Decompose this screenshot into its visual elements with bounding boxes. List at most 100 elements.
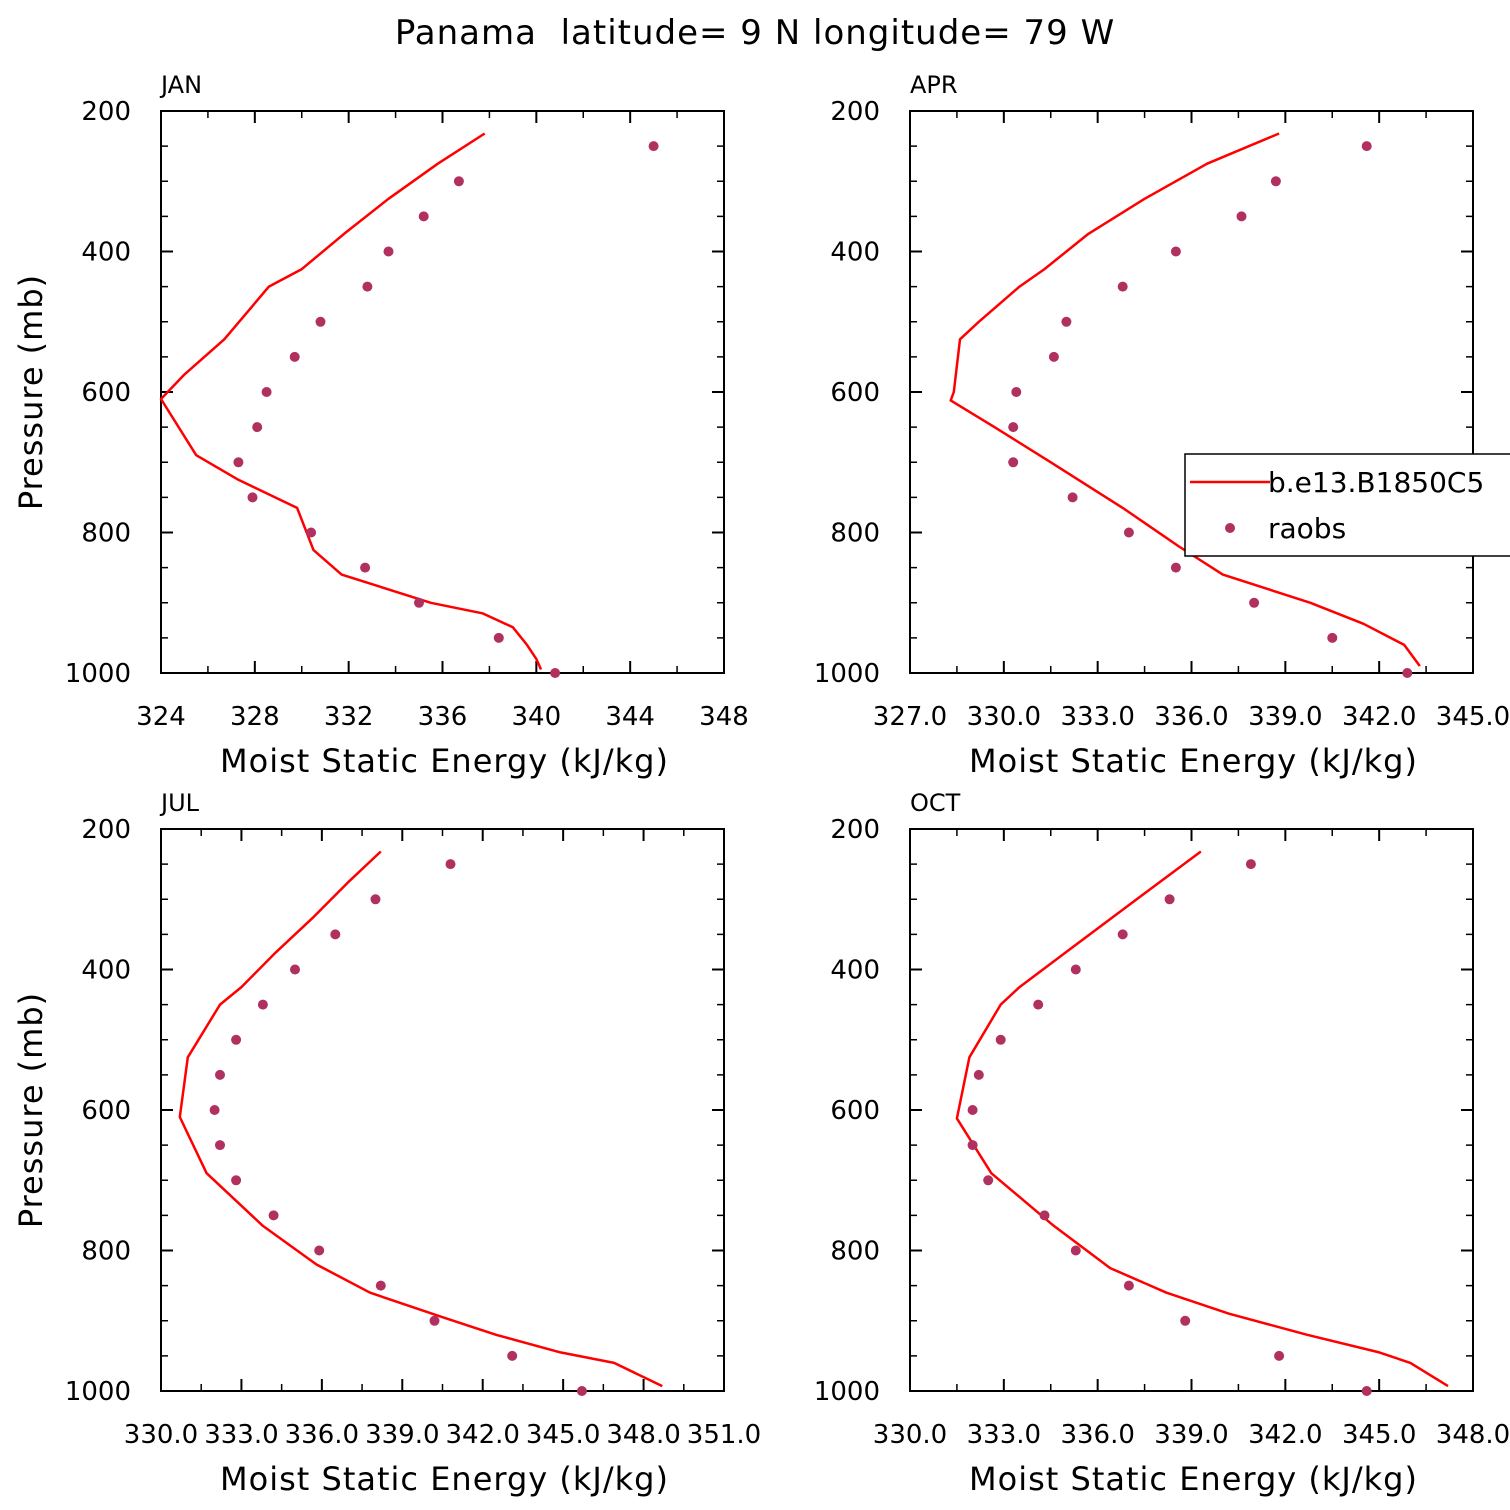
y-tick-label: 600 <box>830 1096 880 1126</box>
legend: b.e13.B1850C5 raobs <box>1184 453 1510 557</box>
x-tick-label: 339.0 <box>1248 702 1322 732</box>
x-tick-label: 330.0 <box>967 702 1041 732</box>
y-axis-label: Pressure (mb) <box>12 992 50 1228</box>
raobs-point <box>1164 894 1175 905</box>
plot-frame <box>909 110 1474 674</box>
raobs-point <box>268 1210 279 1221</box>
raobs-point <box>233 457 244 468</box>
y-tick-label: 1000 <box>814 1377 880 1407</box>
raobs-point <box>1170 246 1181 257</box>
raobs-point <box>1117 281 1128 292</box>
panel-label: OCT <box>910 789 961 817</box>
x-tick-label: 351.0 <box>687 1420 761 1450</box>
x-tick-label: 330.0 <box>873 1420 947 1450</box>
panel-jul: JUL 330.0 333.0 336.0 339.0 342.0 345.0 348.0 35… <box>12 789 761 1498</box>
y-tick-label: 1000 <box>814 659 880 689</box>
plot-frame <box>909 828 1474 1392</box>
x-axis-label: Moist Static Energy (kJ/kg) <box>220 742 669 780</box>
legend-obs-label: raobs <box>1268 512 1346 545</box>
raobs-point <box>1061 316 1072 327</box>
x-tick-label: 342.0 <box>445 1420 519 1450</box>
panel-apr: APR 327.0 330.0 333.0 336.0 339.0 342.0 345.0 20… <box>814 71 1510 780</box>
raobs-point <box>1070 964 1081 975</box>
y-tick-label: 400 <box>81 238 131 268</box>
raobs-point <box>1067 492 1078 503</box>
panels-group: JAN 324 328 332 336 340 344 348 200 400 600 800 1000… <box>12 71 1510 1498</box>
x-tick-label: 336.0 <box>1154 702 1228 732</box>
x-tick-label: 336.0 <box>285 1420 359 1450</box>
y-tick-label: 800 <box>830 519 880 549</box>
raobs-point <box>550 668 561 678</box>
x-tick-label: 330.0 <box>124 1420 198 1450</box>
raobs-point <box>414 597 424 608</box>
x-tick-label: 336 <box>418 702 468 732</box>
raobs-point <box>1402 668 1413 678</box>
raobs-point <box>1327 632 1338 643</box>
x-axis-label: Moist Static Energy (kJ/kg) <box>220 1460 669 1498</box>
y-axis-label: Pressure (mb) <box>12 274 50 510</box>
x-tick-label: 324 <box>136 702 186 732</box>
raobs-point <box>330 929 341 940</box>
raobs-point <box>1008 422 1019 433</box>
raobs-point <box>1245 859 1256 870</box>
x-tick-label: 332 <box>324 702 374 732</box>
raobs-point <box>215 1140 225 1151</box>
x-tick-label: 333.0 <box>204 1420 278 1450</box>
raobs-point <box>453 176 464 187</box>
raobs-point <box>967 1105 978 1115</box>
y-tick-label: 200 <box>830 815 880 845</box>
x-tick-label: 344 <box>605 702 655 732</box>
plot-frame <box>160 828 725 1392</box>
raobs-point <box>1361 1386 1372 1396</box>
raobs-point <box>576 1386 587 1396</box>
raobs-point <box>1011 387 1022 397</box>
x-axis-label: Moist Static Energy (kJ/kg) <box>969 1460 1418 1498</box>
raobs-point <box>315 316 326 327</box>
y-tick-label: 800 <box>830 1237 880 1267</box>
raobs-point <box>360 562 371 573</box>
x-tick-label: 345.0 <box>1436 702 1510 732</box>
raobs-point <box>507 1350 518 1361</box>
x-tick-label: 348 <box>699 702 749 732</box>
raobs-point <box>231 1034 242 1045</box>
y-tick-label: 800 <box>81 519 131 549</box>
x-tick-label: 348.0 <box>606 1420 680 1450</box>
raobs-point <box>362 281 373 292</box>
y-tick-label: 400 <box>81 956 131 986</box>
raobs-point <box>1070 1245 1081 1256</box>
x-tick-label: 345.0 <box>1342 1420 1416 1450</box>
legend-box <box>1184 453 1510 557</box>
x-tick-label: 333.0 <box>967 1420 1041 1450</box>
raobs-point <box>261 387 272 397</box>
raobs-point <box>1117 929 1128 940</box>
raobs-point <box>1170 562 1181 573</box>
x-tick-label: 336.0 <box>1060 1420 1134 1450</box>
x-tick-label: 333.0 <box>1060 702 1134 732</box>
raobs-point <box>1008 457 1019 468</box>
raobs-point <box>493 632 504 643</box>
raobs-point <box>306 527 317 538</box>
x-tick-label: 345.0 <box>526 1420 600 1450</box>
raobs-point <box>1180 1315 1191 1326</box>
x-tick-label: 327.0 <box>873 702 947 732</box>
panel-jan: JAN 324 328 332 336 340 344 348 200 400 600 800 1000… <box>12 71 749 780</box>
y-tick-label: 400 <box>830 956 880 986</box>
raobs-point <box>995 1034 1006 1045</box>
model-profile-line <box>955 850 1449 1388</box>
x-tick-label: 342.0 <box>1248 1420 1322 1450</box>
model-profile-line <box>178 850 663 1388</box>
y-tick-label: 200 <box>81 97 131 127</box>
raobs-point <box>375 1280 386 1291</box>
raobs-point <box>445 859 456 870</box>
panel-label: JAN <box>159 71 202 99</box>
x-tick-label: 339.0 <box>365 1420 439 1450</box>
raobs-point <box>1033 999 1044 1010</box>
y-tick-label: 600 <box>830 378 880 408</box>
raobs-point <box>383 246 394 257</box>
raobs-point <box>209 1105 220 1115</box>
raobs-point <box>1123 527 1134 538</box>
x-tick-label: 348.0 <box>1436 1420 1510 1450</box>
x-tick-label: 342.0 <box>1342 702 1416 732</box>
raobs-point <box>314 1245 325 1256</box>
